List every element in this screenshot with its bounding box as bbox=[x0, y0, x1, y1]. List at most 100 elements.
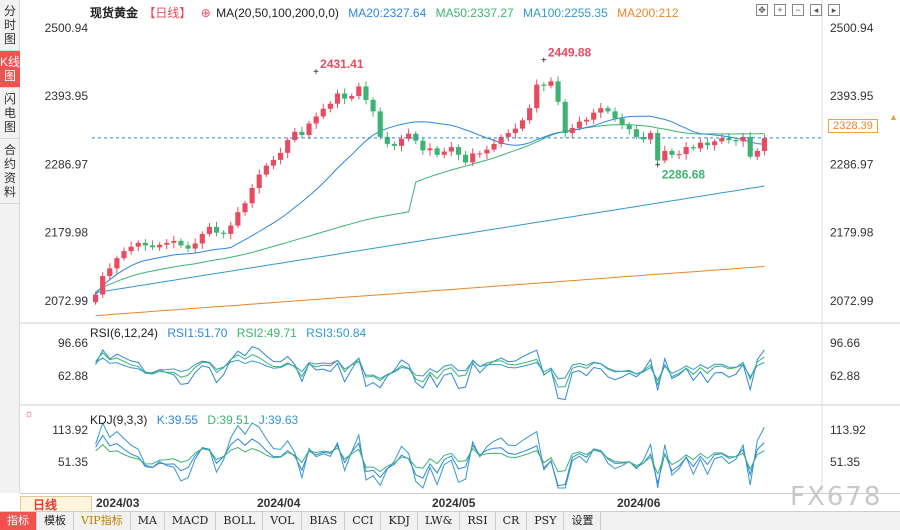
instrument-title: 现货黄金 bbox=[90, 6, 139, 20]
candle-body bbox=[377, 111, 383, 137]
candle-body bbox=[612, 111, 618, 119]
candle-body bbox=[434, 148, 440, 155]
candle-body bbox=[541, 84, 547, 86]
tab-contract-info[interactable]: 合约资料 bbox=[0, 139, 20, 204]
price-up-arrow-icon: ▲ bbox=[889, 112, 898, 122]
move-icon[interactable]: ✥ bbox=[756, 4, 768, 16]
macd-tab[interactable]: MACD bbox=[165, 512, 217, 530]
candle-body bbox=[363, 86, 369, 100]
rsi-tab[interactable]: RSI bbox=[460, 512, 496, 530]
rsi1-value: RSI1:51.70 bbox=[167, 326, 228, 340]
vol-tab[interactable]: VOL bbox=[263, 512, 303, 530]
ma100-line bbox=[95, 185, 765, 294]
candle-body bbox=[270, 159, 277, 166]
cci-tab[interactable]: CCI bbox=[345, 512, 382, 530]
ma-tab[interactable]: MA bbox=[131, 512, 165, 530]
candle-body bbox=[633, 129, 639, 137]
candle-body bbox=[292, 131, 298, 141]
scroll-left-icon[interactable]: ◂ bbox=[810, 4, 822, 16]
candle-body bbox=[519, 120, 526, 129]
candle-body bbox=[413, 133, 419, 141]
boll-tab[interactable]: BOLL bbox=[216, 512, 264, 530]
candle-body bbox=[356, 86, 362, 97]
candle-body bbox=[235, 212, 241, 226]
candle-body bbox=[263, 165, 269, 175]
template-tab[interactable]: 模板 bbox=[37, 512, 74, 530]
candle-body bbox=[171, 240, 177, 243]
bias-tab[interactable]: BIAS bbox=[302, 512, 346, 530]
ma-settings-icon[interactable]: ⊕ bbox=[200, 6, 211, 20]
candle-body bbox=[598, 108, 604, 113]
candle-body bbox=[142, 242, 148, 246]
candle-body bbox=[306, 123, 312, 135]
candle-body bbox=[534, 84, 540, 109]
price-tick-right: 2286.97 bbox=[830, 157, 874, 171]
candle-body bbox=[669, 150, 675, 155]
candle-body bbox=[505, 133, 511, 137]
candle-body bbox=[285, 140, 291, 153]
candle-body bbox=[92, 294, 99, 303]
rsi3-line bbox=[95, 357, 765, 382]
candle-body bbox=[605, 108, 611, 112]
price-tick-right: 2072.99 bbox=[830, 294, 874, 308]
candle-body bbox=[384, 136, 390, 144]
lwr-tab[interactable]: LW& bbox=[418, 512, 461, 530]
candle-body bbox=[121, 251, 127, 259]
rsi-label: RSI(6,12,24) bbox=[90, 326, 159, 340]
candle-body bbox=[591, 112, 597, 120]
cr-tab[interactable]: CR bbox=[496, 512, 528, 530]
period-button[interactable]: 日线 bbox=[20, 496, 92, 512]
rsi-tick-right: 96.66 bbox=[830, 336, 860, 350]
kdj-legend: KDJ(9,3,3) K:39.55 D:39.51 J:39.63 bbox=[90, 413, 304, 427]
candle-body bbox=[334, 93, 341, 104]
candle-body bbox=[512, 128, 518, 134]
candle-body bbox=[249, 187, 255, 204]
indicator-tab[interactable]: 指标 bbox=[0, 512, 37, 530]
candle-body bbox=[213, 226, 220, 233]
zoom-out-icon[interactable]: − bbox=[792, 4, 804, 16]
zoom-in-icon[interactable]: + bbox=[774, 4, 786, 16]
candle-body bbox=[619, 118, 625, 125]
candle-body bbox=[164, 242, 170, 245]
candle-body bbox=[406, 133, 412, 139]
candle-body bbox=[491, 143, 497, 150]
candle-body bbox=[569, 127, 575, 134]
psy-tab[interactable]: PSY bbox=[527, 512, 565, 530]
candle-body bbox=[100, 276, 106, 295]
kdj-tick-left: 51.35 bbox=[58, 455, 88, 469]
candle-body bbox=[648, 133, 654, 140]
kdj-tick-left: 113.92 bbox=[52, 423, 88, 437]
candle-body bbox=[135, 242, 141, 247]
price-tick-left: 2072.99 bbox=[45, 294, 89, 308]
settings-tab[interactable]: 设置 bbox=[564, 512, 602, 530]
rsi2-value: RSI2:49.71 bbox=[236, 326, 297, 340]
candle-body bbox=[157, 244, 163, 248]
main-legend: 现货黄金 【日线】 ⊕ MA(20,50,100,200,0,0) MA20:2… bbox=[90, 4, 685, 21]
rsi3-value: RSI3:50.84 bbox=[306, 326, 367, 340]
vip-indicator-tab[interactable]: VIP指标 bbox=[74, 512, 131, 530]
rsi-legend: RSI(6,12,24) RSI1:51.70 RSI2:49.71 RSI3:… bbox=[90, 326, 372, 340]
candle-body bbox=[221, 232, 227, 234]
candle-body bbox=[726, 138, 732, 141]
candle-body bbox=[391, 143, 397, 146]
indicator-settings-icon[interactable]: ☼ bbox=[24, 408, 35, 420]
candle-body bbox=[498, 136, 504, 144]
candle-body bbox=[278, 152, 284, 160]
candle-body bbox=[470, 153, 476, 163]
tab-flash-chart[interactable]: 闪电图 bbox=[0, 88, 20, 139]
chart-area[interactable]: 2500.94 2500.94 2393.95 2393.95 2286.97 2286.… bbox=[20, 0, 900, 512]
kdj-tab[interactable]: KDJ bbox=[381, 512, 418, 530]
tab-kline-chart[interactable]: K线图 bbox=[0, 51, 20, 88]
ma200-line bbox=[95, 266, 765, 317]
tab-time-chart[interactable]: 分时图 bbox=[0, 0, 20, 51]
candle-body bbox=[342, 93, 348, 99]
tab-flash-chart-label: 闪电图 bbox=[3, 92, 16, 134]
price-tick-right: 2500.94 bbox=[830, 21, 874, 35]
candle-body bbox=[242, 203, 248, 213]
kdj-tick-right: 113.92 bbox=[830, 423, 866, 437]
candle-body bbox=[441, 151, 447, 155]
candle-body bbox=[548, 81, 554, 86]
chart-canvas[interactable]: 2500.94 2500.94 2393.95 2393.95 2286.97 2286.… bbox=[20, 0, 900, 493]
tab-kline-chart-label: K线图 bbox=[0, 55, 21, 83]
scroll-right-icon[interactable]: ▸ bbox=[828, 4, 840, 16]
